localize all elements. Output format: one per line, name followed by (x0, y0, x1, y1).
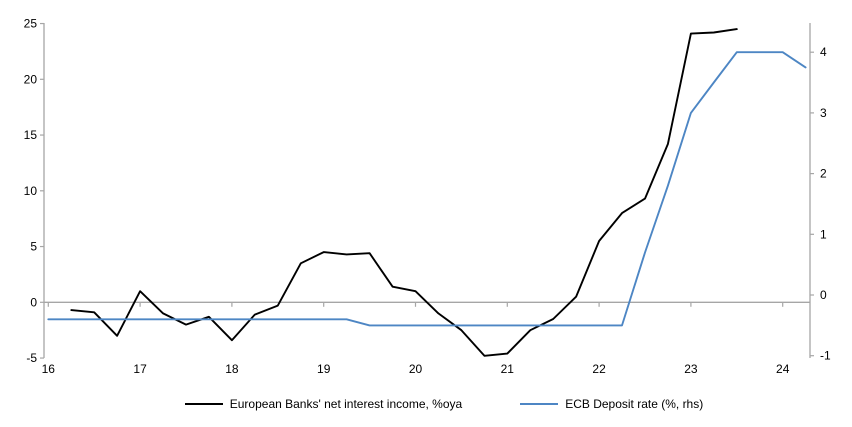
svg-text:16: 16 (42, 362, 56, 376)
svg-text:4: 4 (820, 45, 827, 59)
ecb-line-swatch-icon (520, 403, 559, 405)
svg-text:22: 22 (592, 362, 606, 376)
svg-text:21: 21 (501, 362, 515, 376)
svg-text:-5: -5 (26, 351, 37, 365)
legend-label-net-interest-income: European Banks' net interest income, %oy… (229, 397, 463, 411)
svg-text:24: 24 (776, 362, 790, 376)
chart-legend: European Banks' net interest income, %oy… (0, 396, 852, 412)
legend-item-ecb-deposit-rate: ECB Deposit rate (%, rhs) (520, 396, 703, 412)
svg-text:5: 5 (30, 240, 37, 254)
svg-text:10: 10 (24, 184, 38, 198)
svg-text:17: 17 (133, 362, 147, 376)
svg-text:18: 18 (225, 362, 239, 376)
svg-text:25: 25 (24, 17, 38, 31)
legend-item-net-interest-income: European Banks' net interest income, %oy… (184, 396, 463, 412)
svg-text:20: 20 (24, 72, 38, 86)
legend-label-ecb-deposit-rate: ECB Deposit rate (%, rhs) (565, 397, 704, 411)
svg-text:15: 15 (24, 128, 38, 142)
svg-text:0: 0 (820, 288, 827, 302)
svg-text:20: 20 (409, 362, 423, 376)
svg-text:23: 23 (684, 362, 698, 376)
svg-text:2: 2 (820, 167, 827, 181)
svg-text:19: 19 (317, 362, 331, 376)
svg-text:-1: -1 (820, 349, 831, 363)
nii-line-swatch-icon (184, 403, 223, 405)
svg-text:3: 3 (820, 106, 827, 120)
svg-text:1: 1 (820, 227, 827, 241)
svg-text:0: 0 (30, 295, 37, 309)
